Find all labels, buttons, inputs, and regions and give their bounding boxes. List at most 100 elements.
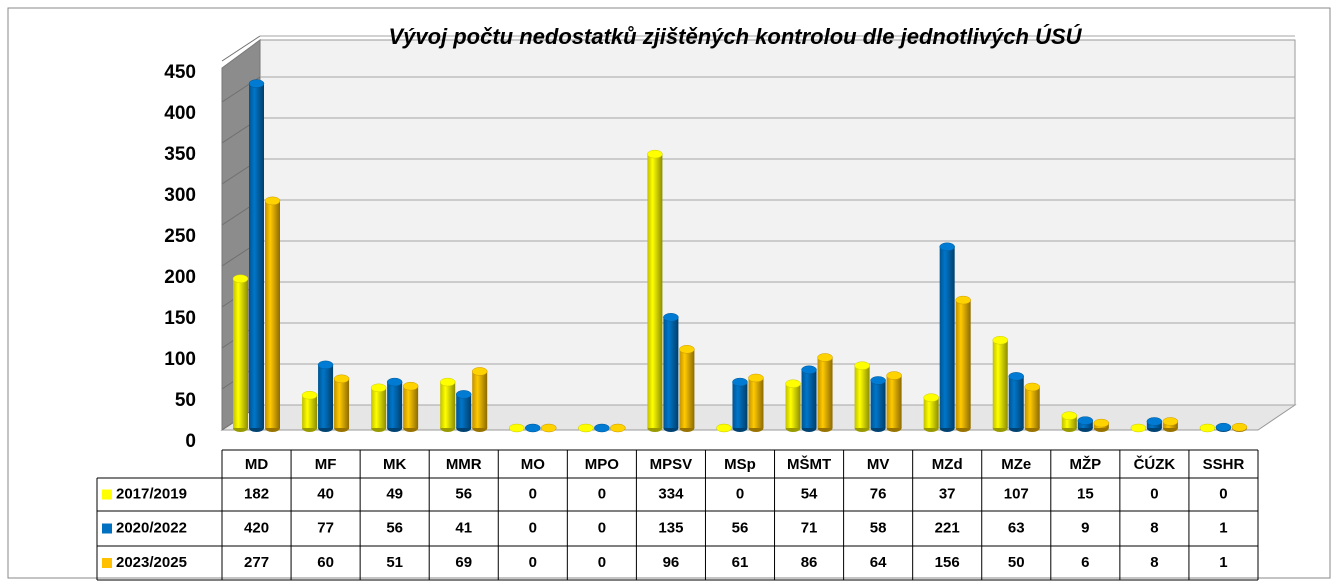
table-value: 96 — [663, 554, 680, 571]
bar-top — [1162, 417, 1179, 426]
bar — [748, 377, 764, 428]
bar-top — [317, 360, 334, 370]
legend-key — [102, 558, 112, 568]
bar-top — [1077, 416, 1094, 425]
table-value: 60 — [317, 554, 334, 571]
bar-top — [955, 295, 971, 305]
bar-top — [1130, 423, 1147, 433]
table-value: 61 — [732, 554, 749, 571]
bar-top — [578, 423, 594, 433]
table-value: 0 — [598, 554, 606, 571]
table-value: 63 — [1008, 519, 1025, 536]
bar — [939, 246, 955, 428]
legend-label: 2020/2022 — [116, 519, 187, 536]
bar-top — [716, 423, 732, 433]
bar-top — [663, 313, 679, 322]
bar — [732, 382, 748, 428]
bar — [233, 278, 248, 428]
table-value: 76 — [870, 485, 887, 502]
x-tick-label: MŽP — [1069, 455, 1101, 473]
bar — [663, 317, 679, 428]
x-tick-label: MO — [521, 456, 545, 473]
table-value: 0 — [598, 485, 606, 502]
x-tick-label: MZe — [1001, 456, 1031, 473]
table-value: 182 — [244, 485, 269, 502]
bar-top — [1061, 411, 1078, 420]
bar-top — [647, 149, 663, 159]
bar — [1024, 387, 1040, 428]
table-value: 0 — [1150, 485, 1158, 502]
table-value: 51 — [386, 554, 403, 571]
bar-top — [1093, 418, 1110, 428]
bar-top — [1231, 422, 1248, 432]
bar-top — [817, 353, 833, 362]
bar-top — [1215, 422, 1232, 432]
bar — [403, 386, 419, 428]
table-value: 135 — [658, 519, 683, 536]
table-value: 1 — [1219, 554, 1227, 571]
x-tick-label: MF — [315, 456, 337, 473]
bar-top — [785, 379, 801, 388]
bar-top — [610, 423, 626, 433]
x-tick-label: MSp — [724, 456, 756, 473]
y-tick-label: 100 — [164, 349, 196, 370]
table-value: 0 — [529, 485, 537, 502]
bar — [854, 365, 870, 428]
bar — [440, 382, 456, 428]
bar-top — [923, 393, 939, 402]
table-value: 41 — [455, 519, 472, 536]
x-tick-label: MPSV — [650, 456, 693, 473]
table-value: 77 — [317, 519, 334, 536]
bar — [387, 382, 403, 428]
bar-top — [402, 381, 419, 391]
table-value: 277 — [244, 554, 269, 571]
bar — [334, 378, 350, 428]
table-value: 37 — [939, 485, 956, 502]
table-value: 420 — [244, 519, 269, 536]
x-tick-label: ČÚZK — [1134, 455, 1176, 473]
bar-top — [386, 377, 403, 387]
table-value: 54 — [801, 485, 818, 502]
bar-top — [992, 336, 1008, 345]
bar-top — [594, 423, 610, 433]
y-tick-label: 350 — [164, 144, 196, 165]
bar — [955, 300, 971, 428]
x-tick-label: MZd — [932, 456, 963, 473]
table-value: 49 — [386, 485, 403, 502]
table-value: 0 — [529, 519, 537, 536]
bar-top — [870, 376, 886, 385]
table-value: 50 — [1008, 554, 1025, 571]
x-tick-label: SSHR — [1203, 456, 1245, 473]
bar — [265, 200, 280, 428]
bar-top — [541, 423, 557, 433]
bar-top — [679, 345, 695, 354]
bar-top — [801, 365, 817, 375]
y-tick-label: 300 — [164, 185, 196, 206]
bar — [1008, 376, 1024, 428]
bar — [472, 371, 488, 428]
table-value: 8 — [1150, 519, 1158, 536]
table-value: 86 — [801, 554, 818, 571]
bar-top — [248, 79, 265, 88]
bar-top — [333, 374, 350, 384]
table-value: 64 — [870, 554, 887, 571]
bar — [992, 340, 1008, 428]
bar — [371, 387, 387, 428]
bar-top — [455, 390, 472, 399]
bar-top — [439, 377, 456, 387]
x-tick-label: MV — [867, 456, 890, 473]
x-tick-label: MD — [245, 456, 268, 473]
x-tick-label: MPO — [585, 456, 620, 473]
bar-top — [1146, 417, 1163, 426]
table-value: 107 — [1004, 485, 1029, 502]
side-grid-line — [221, 35, 261, 62]
table-value: 71 — [801, 519, 818, 536]
table-value: 56 — [386, 519, 403, 536]
table-value: 0 — [598, 519, 606, 536]
bar — [886, 375, 902, 428]
table-value: 0 — [736, 485, 744, 502]
bar-top — [1008, 372, 1024, 381]
y-tick-label: 400 — [164, 103, 196, 124]
bar — [647, 154, 663, 428]
